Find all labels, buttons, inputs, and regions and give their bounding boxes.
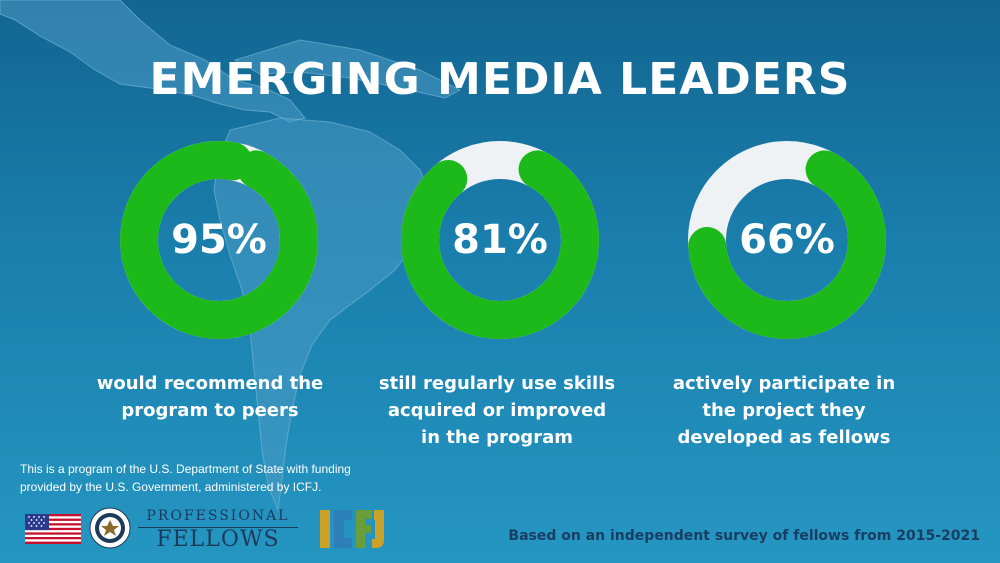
- caption-line: program to peers: [121, 400, 299, 421]
- donut-chart-participate: 66%: [687, 140, 887, 340]
- caption-line: acquired or improved: [387, 400, 607, 421]
- caption-participate: actively participate in the project they…: [634, 370, 934, 451]
- caption-line: actively participate in: [672, 373, 896, 394]
- infographic-title: EMERGING MEDIA LEADERS: [149, 54, 851, 105]
- donut-ring: [688, 141, 886, 340]
- logo-fellows-text: FELLOWS: [156, 527, 280, 552]
- percent-label: 81%: [452, 217, 548, 263]
- logo-divider: [138, 527, 298, 528]
- disclaimer-line: provided by the U.S. Government, adminis…: [20, 480, 322, 494]
- caption-line: in the program: [421, 427, 573, 448]
- donut-ring: [119, 141, 318, 340]
- caption-skills: still regularly use skills acquired or i…: [347, 370, 647, 451]
- caption-line: the project they: [702, 400, 866, 421]
- disclaimer-line: This is a program of the U.S. Department…: [20, 462, 351, 476]
- caption-line: would recommend the: [96, 373, 324, 394]
- logo-professional-text: PROFESSIONAL: [146, 508, 290, 524]
- caption-line: still regularly use skills: [378, 373, 616, 394]
- caption-line: developed as fellows: [677, 427, 891, 448]
- percent-label: 66%: [739, 217, 835, 263]
- icfj-logo: [320, 510, 384, 548]
- donut-chart-recommend: 95%: [119, 140, 319, 340]
- professional-fellows-logo: PROFESSIONAL FELLOWS: [138, 508, 298, 554]
- donut-chart-skills: 81%: [400, 140, 600, 340]
- us-flag-icon: [25, 514, 81, 544]
- ring-progress: [119, 141, 318, 340]
- caption-recommend: would recommend the program to peers: [60, 370, 360, 424]
- survey-source-note: Based on an independent survey of fellow…: [508, 528, 980, 544]
- program-disclaimer: This is a program of the U.S. Department…: [20, 460, 400, 496]
- percent-label: 95%: [171, 217, 267, 263]
- donut-ring: [401, 141, 599, 340]
- ring-progress: [401, 141, 599, 340]
- state-department-seal-icon: [89, 507, 131, 549]
- ring-progress: [688, 141, 886, 340]
